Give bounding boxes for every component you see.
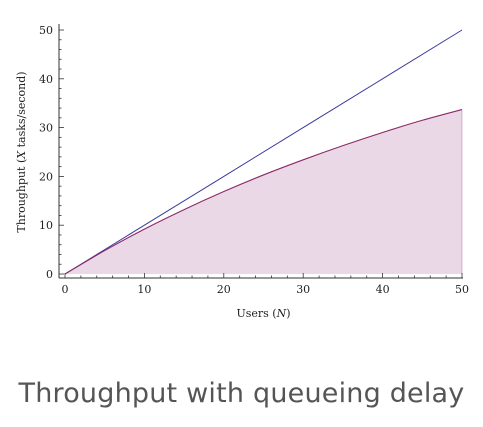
y-tick-label: 30	[39, 122, 53, 135]
tick-label-layer: 0 10 20 30 40 50 0 10 20 30 40 50	[39, 24, 469, 296]
y-tick-label: 20	[39, 170, 53, 183]
y-axis-title: Throughput (X tasks/second)	[15, 71, 28, 232]
figure-caption: Throughput with queueing delay	[18, 378, 465, 409]
y-tick-label: 40	[39, 73, 53, 86]
series-curve-1	[64, 109, 463, 275]
area-fill-1	[65, 109, 462, 274]
throughput-chart: 0 10 20 30 40 50 0 10 20 30 40 50 Users (N) Through…	[15, 24, 469, 320]
line-layer	[64, 29, 463, 275]
series-line-0	[64, 29, 463, 275]
x-tick-label: 20	[217, 283, 231, 296]
x-tick-label: 50	[455, 283, 469, 296]
y-tick-label: 10	[39, 219, 53, 232]
y-tick-label: 50	[39, 24, 53, 37]
x-tick-label: 0	[62, 283, 69, 296]
y-tick-label: 0	[46, 268, 53, 281]
area-layer	[65, 109, 463, 274]
x-axis-title: Users (N)	[236, 307, 290, 320]
x-tick-label: 30	[296, 283, 310, 296]
tick-layer	[59, 29, 463, 278]
x-tick-label: 10	[137, 283, 151, 296]
x-tick-label: 40	[376, 283, 390, 296]
